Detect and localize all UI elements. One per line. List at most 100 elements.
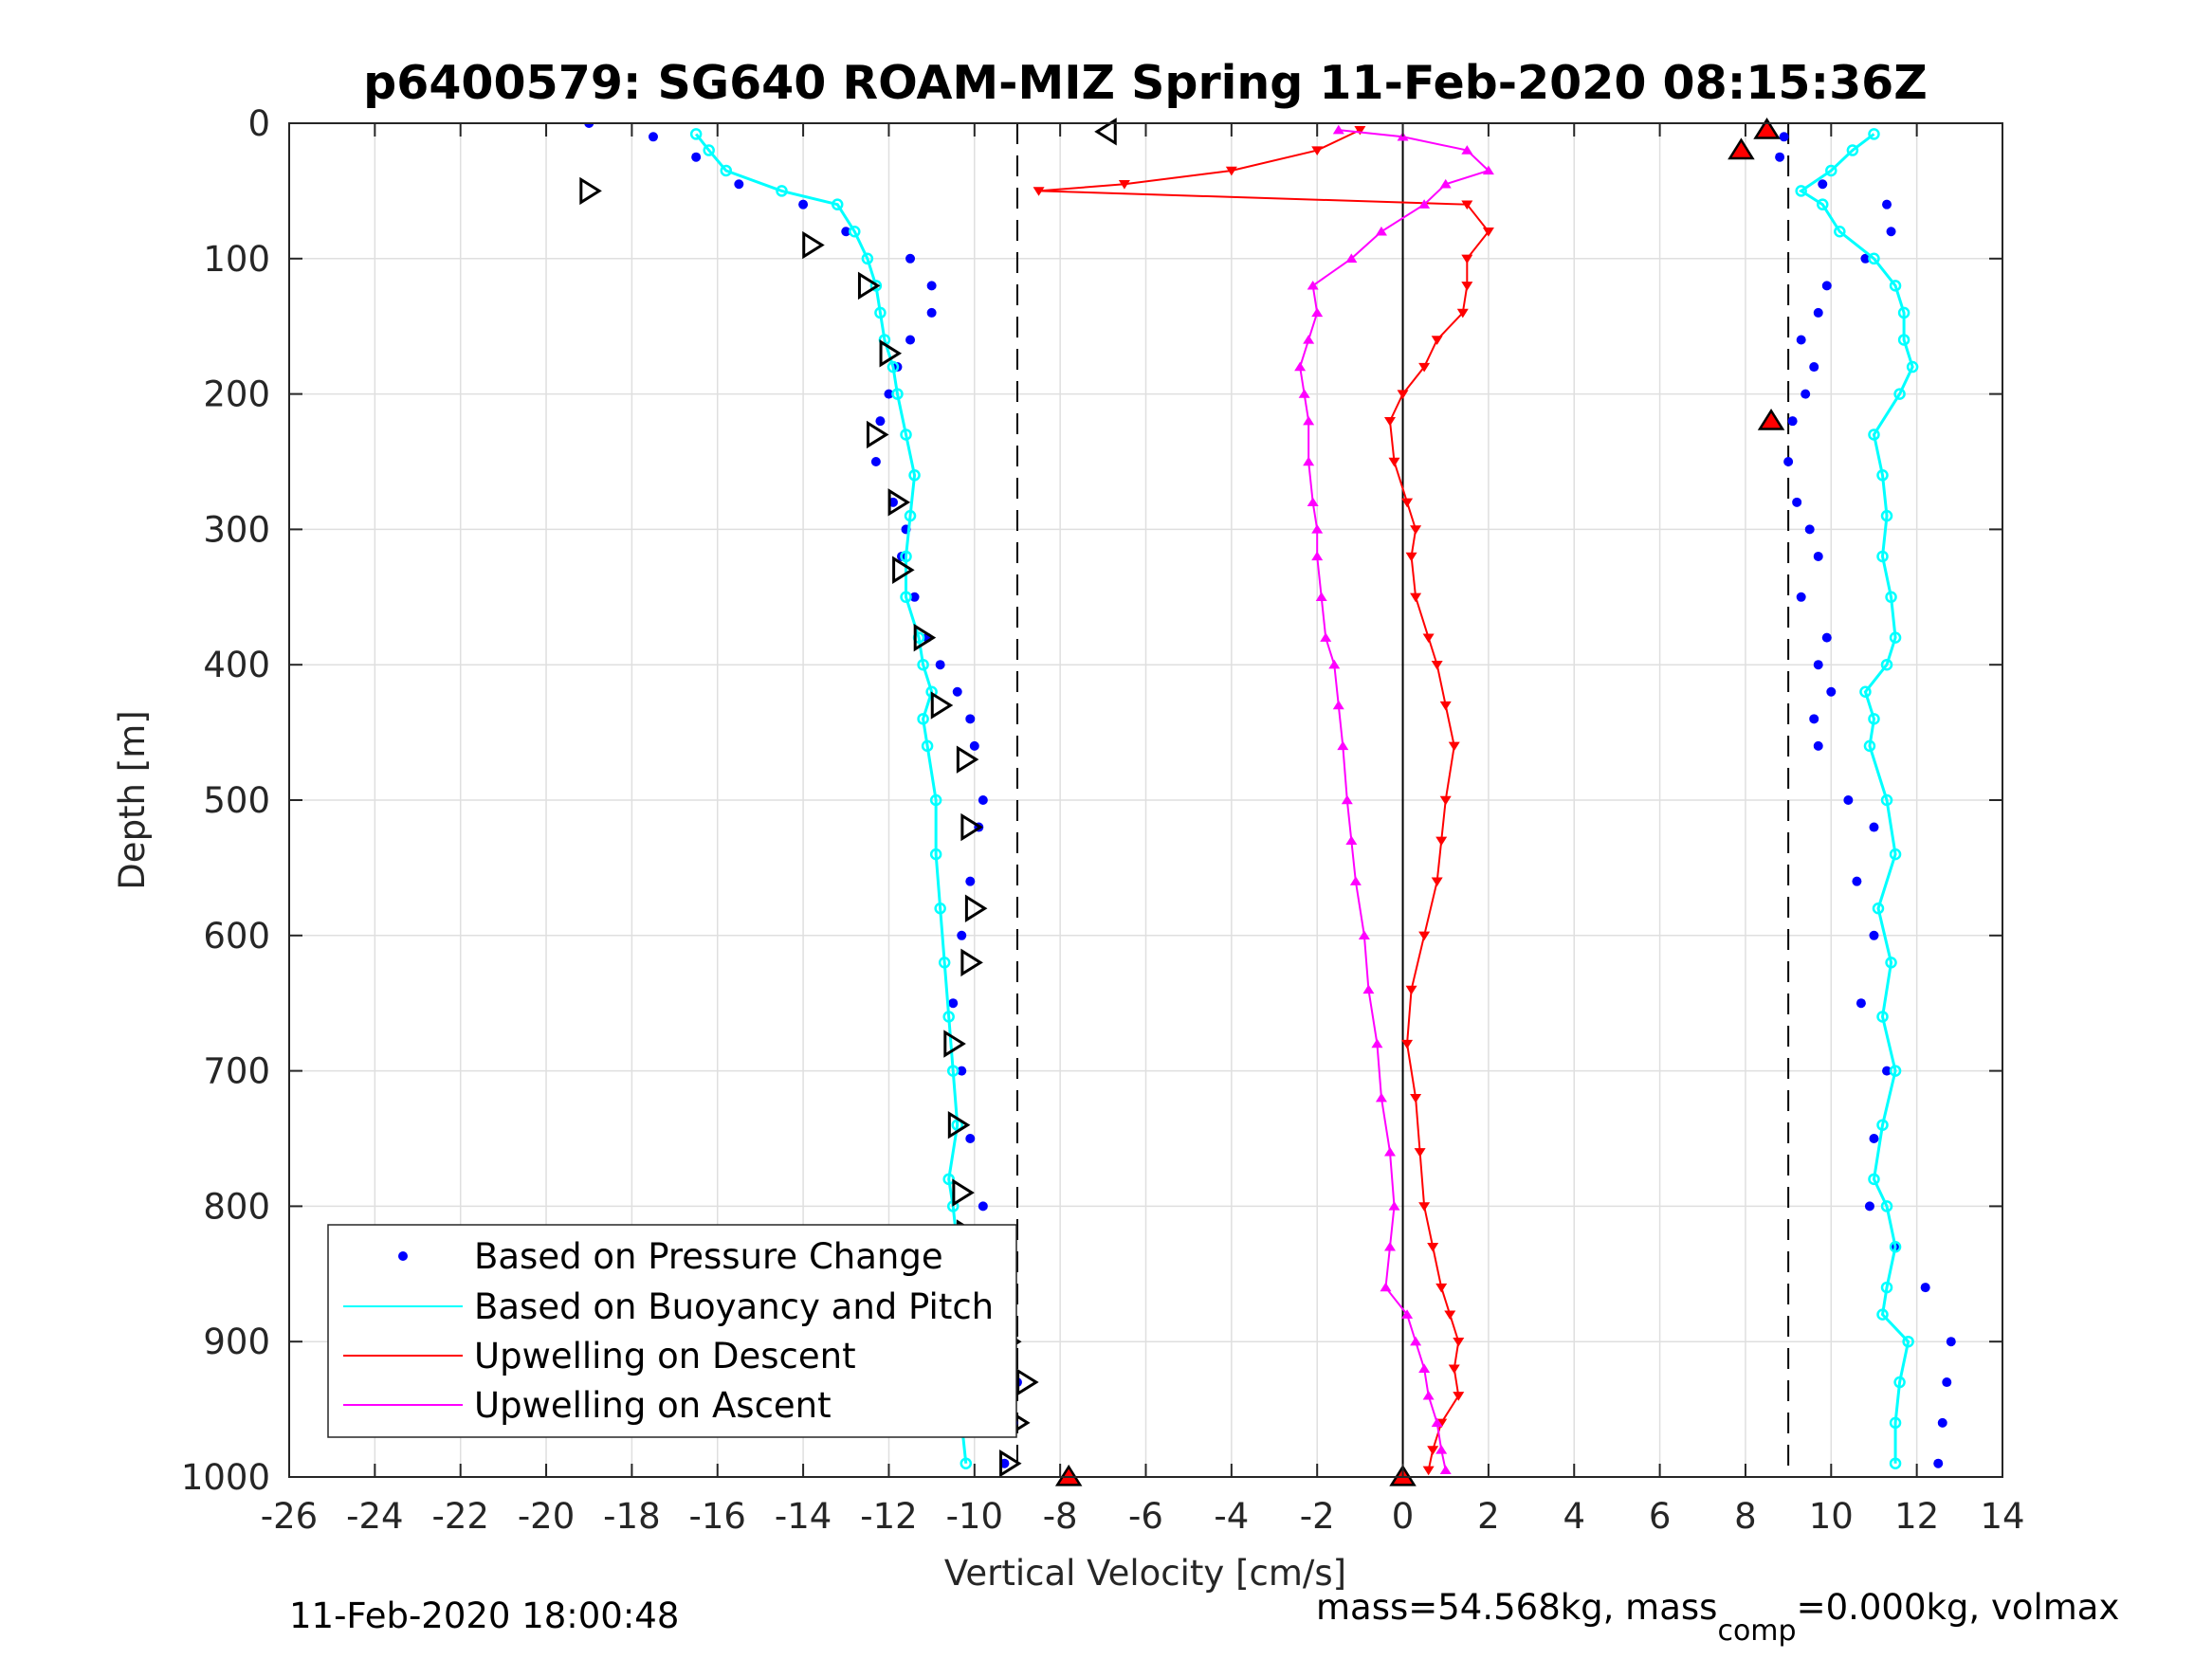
data-point [1328, 659, 1341, 669]
data-point [887, 360, 900, 374]
data-point [776, 185, 788, 197]
data-point [1885, 591, 1897, 604]
data-point [1439, 795, 1452, 806]
glider-marker [960, 812, 983, 842]
data-point [1856, 998, 1866, 1009]
footer-mass-b: =0.000kg, volmax [1797, 1587, 2120, 1628]
data-point [1422, 1390, 1435, 1400]
data-point [1444, 1310, 1456, 1321]
data-point [1118, 180, 1130, 190]
data-point [1893, 388, 1906, 400]
data-point [1418, 199, 1431, 209]
data-point [1303, 335, 1315, 344]
glider-marker [999, 1449, 1022, 1477]
data-point [965, 876, 976, 886]
data-point [849, 225, 861, 238]
x-tick-label: 6 [1649, 1496, 1672, 1537]
data-point [1882, 199, 1892, 210]
data-point [1418, 362, 1431, 373]
data-point [1225, 166, 1237, 176]
data-point [900, 591, 912, 604]
glider-marker [947, 1111, 971, 1139]
special-marker [1054, 1464, 1083, 1486]
data-point [1809, 714, 1819, 724]
data-point [969, 740, 979, 751]
data-point [1418, 1202, 1431, 1212]
data-point [1882, 1066, 1892, 1076]
data-point [1880, 509, 1893, 522]
x-tick-label: -14 [775, 1496, 832, 1537]
data-point [1311, 146, 1324, 155]
data-point [1869, 930, 1879, 940]
data-point [1307, 280, 1319, 290]
data-point [905, 335, 916, 345]
data-point [1813, 660, 1823, 670]
data-point [1453, 1392, 1465, 1401]
data-point [1303, 456, 1315, 466]
data-point [917, 713, 929, 725]
data-point [1435, 1445, 1448, 1454]
data-point [1422, 633, 1435, 644]
data-point [1461, 282, 1473, 291]
data-point [1307, 497, 1319, 507]
data-point [1787, 416, 1798, 427]
data-point [1821, 281, 1832, 291]
data-point [1775, 152, 1785, 162]
data-point [1869, 1134, 1879, 1143]
glider-marker [913, 623, 937, 652]
data-point [1876, 550, 1889, 563]
data-point [1371, 1038, 1383, 1048]
data-point [929, 793, 942, 807]
data-point [1456, 308, 1469, 319]
legend-label-pressure: Based on Pressure Change [474, 1236, 943, 1277]
glider-marker [887, 488, 911, 517]
data-point [1864, 1201, 1874, 1212]
data-point [1906, 360, 1919, 374]
data-point [1401, 1309, 1414, 1319]
legend-label-ascent: Upwelling on Ascent [474, 1385, 832, 1426]
data-point [965, 1134, 976, 1143]
y-tick-label: 500 [203, 780, 270, 821]
data-point [1897, 306, 1910, 319]
glider-marker [857, 271, 881, 301]
data-point [1482, 165, 1494, 175]
y-tick-label: 600 [203, 916, 270, 957]
footer-mass-sub: comp [1717, 1614, 1796, 1648]
data-point [1345, 253, 1358, 263]
glider-marker [960, 948, 983, 977]
data-point [1435, 1283, 1448, 1293]
data-point [831, 198, 844, 210]
data-point [1942, 1377, 1952, 1388]
data-point [960, 1457, 973, 1469]
data-point [1431, 336, 1443, 345]
data-point [1889, 1457, 1902, 1469]
special-markers [1054, 117, 1785, 1486]
data-point [1431, 1417, 1443, 1428]
data-point [1893, 1376, 1906, 1389]
data-point [1461, 145, 1473, 155]
data-point [1937, 1417, 1947, 1428]
data-point [1804, 524, 1815, 535]
x-tick-label: -18 [603, 1496, 660, 1537]
data-point [1388, 457, 1400, 467]
data-point [1410, 1336, 1422, 1346]
data-point [1889, 631, 1902, 644]
data-point [1889, 280, 1902, 292]
data-point [1876, 1119, 1889, 1131]
data-point [1482, 228, 1494, 237]
data-point [921, 739, 934, 753]
x-tick-label: 2 [1477, 1496, 1500, 1537]
glider-marker [892, 556, 915, 584]
legend-label-descent: Upwelling on Descent [474, 1336, 856, 1376]
special-marker [1753, 117, 1781, 139]
data-point [1872, 902, 1885, 915]
data-point [1868, 128, 1880, 140]
data-point [1439, 178, 1452, 189]
data-point [1431, 877, 1443, 887]
data-point [908, 469, 921, 482]
data-point [917, 658, 929, 671]
data-point [1439, 701, 1452, 711]
data-point [1876, 1011, 1889, 1023]
data-point [1801, 389, 1811, 399]
data-point [1834, 225, 1846, 238]
